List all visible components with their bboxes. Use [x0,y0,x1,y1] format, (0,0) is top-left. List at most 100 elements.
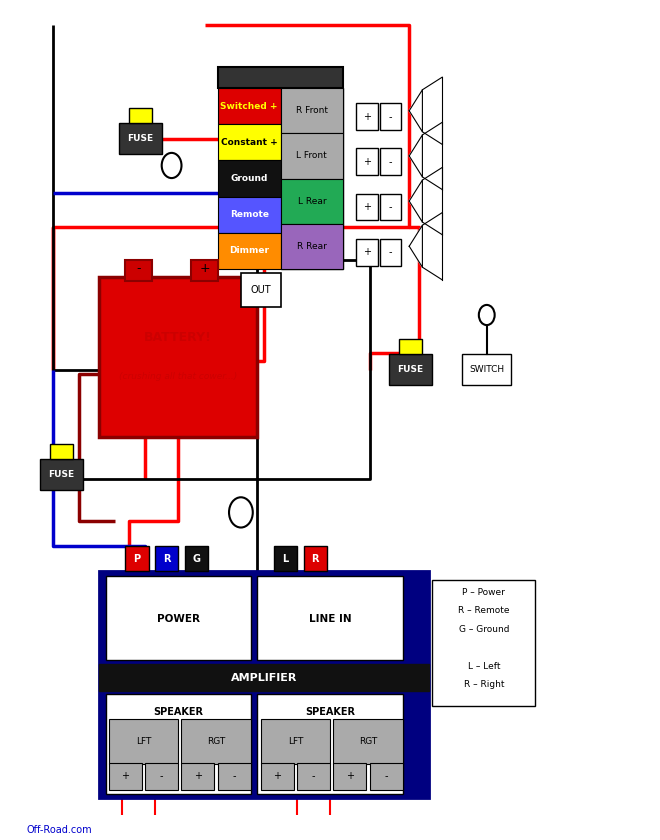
FancyBboxPatch shape [379,239,401,265]
Text: +: + [194,771,202,781]
FancyBboxPatch shape [356,193,378,220]
FancyBboxPatch shape [370,763,403,790]
Text: Off-Road.com: Off-Road.com [26,825,92,835]
Text: SPEAKER: SPEAKER [305,707,355,717]
FancyBboxPatch shape [129,108,152,123]
FancyBboxPatch shape [379,149,401,176]
FancyBboxPatch shape [280,88,343,134]
FancyBboxPatch shape [379,103,401,130]
FancyBboxPatch shape [99,277,257,437]
FancyBboxPatch shape [145,763,178,790]
Text: R – Right: R – Right [463,680,504,689]
FancyBboxPatch shape [280,88,343,269]
FancyBboxPatch shape [261,763,294,790]
FancyBboxPatch shape [261,719,330,764]
Text: FUSE: FUSE [48,470,74,479]
Text: BATTERY!: BATTERY! [145,331,212,344]
Polygon shape [409,180,422,222]
FancyBboxPatch shape [109,763,142,790]
Text: +: + [346,771,354,781]
Text: Ground: Ground [230,174,268,183]
Text: +: + [363,247,371,257]
FancyBboxPatch shape [106,575,251,659]
Text: SPEAKER: SPEAKER [153,707,203,717]
FancyBboxPatch shape [218,124,280,160]
Text: RGT: RGT [359,737,377,746]
FancyBboxPatch shape [399,339,422,354]
Polygon shape [409,225,422,267]
FancyBboxPatch shape [218,160,280,197]
Text: -: - [160,771,164,781]
Circle shape [229,497,253,528]
Text: L Rear: L Rear [298,197,326,206]
Text: POWER: POWER [156,614,200,624]
Text: G – Ground: G – Ground [459,625,509,633]
FancyBboxPatch shape [241,273,280,307]
Text: R: R [312,554,319,564]
Polygon shape [409,135,422,177]
FancyBboxPatch shape [191,260,218,281]
Text: LINE IN: LINE IN [309,614,351,624]
FancyBboxPatch shape [257,575,403,659]
FancyBboxPatch shape [280,223,343,269]
FancyBboxPatch shape [333,719,403,764]
Text: RGT: RGT [207,737,225,746]
Text: -: - [388,247,392,257]
FancyBboxPatch shape [297,763,330,790]
Text: OUT: OUT [250,285,271,295]
FancyBboxPatch shape [125,546,148,571]
FancyBboxPatch shape [218,197,280,233]
Text: P: P [133,554,141,564]
FancyBboxPatch shape [280,179,343,223]
Circle shape [478,305,495,325]
Text: LFT: LFT [288,737,303,746]
Text: (crushing all that cower...): (crushing all that cower...) [119,371,238,381]
Text: -: - [388,157,392,167]
FancyBboxPatch shape [257,694,403,794]
FancyBboxPatch shape [274,546,297,571]
FancyBboxPatch shape [379,193,401,220]
Text: AMPLIFIER: AMPLIFIER [231,673,297,683]
Text: -: - [312,771,315,781]
Text: -: - [388,112,392,122]
Text: FUSE: FUSE [127,134,153,143]
Text: R – Remote: R – Remote [458,606,510,615]
FancyBboxPatch shape [182,763,215,790]
Text: FUSE: FUSE [397,365,424,374]
Text: +: + [121,771,129,781]
FancyBboxPatch shape [50,444,73,459]
Text: G: G [192,554,201,564]
Text: L – Left: L – Left [467,662,500,670]
FancyBboxPatch shape [280,134,343,179]
Text: -: - [137,262,141,276]
FancyBboxPatch shape [218,67,343,88]
FancyBboxPatch shape [356,103,378,130]
Text: +: + [363,112,371,122]
FancyBboxPatch shape [109,719,178,764]
Circle shape [162,153,182,178]
FancyBboxPatch shape [119,123,162,154]
FancyBboxPatch shape [185,546,208,571]
FancyBboxPatch shape [40,459,82,490]
FancyBboxPatch shape [218,763,251,790]
Text: +: + [363,202,371,212]
Text: SWITCH: SWITCH [469,365,504,374]
FancyBboxPatch shape [99,664,429,691]
FancyBboxPatch shape [356,239,378,265]
Text: -: - [232,771,236,781]
Text: -: - [388,202,392,212]
FancyBboxPatch shape [125,260,152,281]
FancyBboxPatch shape [304,546,327,571]
FancyBboxPatch shape [432,580,535,706]
Text: R Front: R Front [296,107,328,115]
FancyBboxPatch shape [356,149,378,176]
FancyBboxPatch shape [462,354,512,385]
Text: R: R [163,554,170,564]
Text: Remote: Remote [230,210,269,219]
FancyBboxPatch shape [218,233,280,269]
Text: P – Power: P – Power [463,588,505,596]
FancyBboxPatch shape [389,354,432,385]
Text: Dimmer: Dimmer [229,246,269,255]
FancyBboxPatch shape [182,719,251,764]
Text: LFT: LFT [136,737,151,746]
